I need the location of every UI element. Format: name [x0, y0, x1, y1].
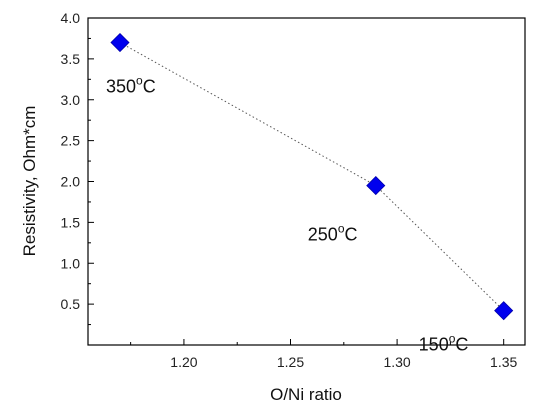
data-point-labels: 350oC 250oC 150oC	[106, 74, 468, 355]
plot-frame	[87, 17, 526, 346]
y-axis-title: Resistivity, Ohm*cm	[20, 106, 39, 257]
y-tick-label: 2.5	[61, 133, 81, 149]
x-tick-label: 1.20	[170, 354, 197, 370]
data-point	[366, 176, 386, 196]
y-tick-label: 2.0	[61, 174, 81, 190]
x-tick-label: 1.35	[490, 354, 517, 370]
y-axis: 0.5 1.0 1.5 2.0 2.5 3.0 3.5 4.0	[61, 10, 94, 326]
y-tick-label: 1.5	[61, 214, 81, 230]
y-tick-label: 3.0	[61, 92, 81, 108]
series-line	[119, 42, 505, 312]
y-tick-label: 4.0	[61, 10, 81, 26]
x-tick-label: 1.30	[383, 354, 410, 370]
x-axis-title: O/Ni ratio	[270, 385, 342, 404]
y-tick-label: 0.5	[61, 296, 81, 312]
x-axis: 1.20 1.25 1.30 1.35	[130, 339, 518, 370]
data-points	[110, 32, 514, 321]
point-label: 150oC	[419, 332, 469, 355]
x-tick-label: 1.25	[277, 354, 304, 370]
y-tick-label: 1.0	[61, 255, 81, 271]
data-point	[494, 301, 514, 321]
point-label: 350oC	[106, 74, 156, 97]
y-tick-label: 3.5	[61, 51, 81, 67]
point-label: 250oC	[308, 222, 358, 245]
data-point	[110, 32, 130, 53]
